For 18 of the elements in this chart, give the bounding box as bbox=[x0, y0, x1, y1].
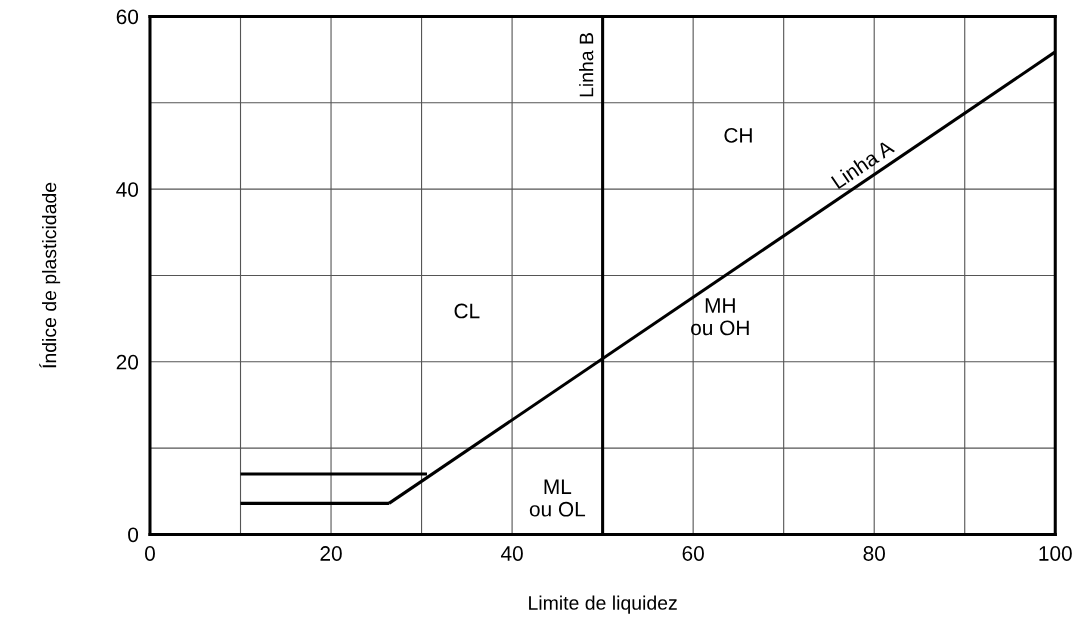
annotation: ML ou OL bbox=[529, 479, 586, 517]
x-tick-label: 0 bbox=[145, 546, 155, 561]
annotation: CH bbox=[724, 128, 752, 143]
y-axis-title: Índice de plasticidade bbox=[39, 182, 61, 368]
y-tick-label: 20 bbox=[116, 354, 139, 370]
x-tick-label: 100 bbox=[1039, 546, 1072, 561]
annotation: MH ou OH bbox=[691, 298, 749, 336]
x-tick-label: 60 bbox=[682, 546, 704, 561]
ref-line-label: Linha B bbox=[579, 33, 594, 97]
y-tick-label: 0 bbox=[128, 527, 139, 543]
y-tick-label: 40 bbox=[116, 182, 139, 197]
x-tick-label: 80 bbox=[863, 546, 885, 561]
annotation: CL bbox=[454, 303, 480, 319]
x-tick-label: 40 bbox=[500, 546, 523, 561]
y-tick-label: 60 bbox=[116, 9, 139, 25]
text: Linha A bbox=[830, 138, 896, 190]
x-tick-label: 20 bbox=[320, 546, 342, 561]
x-axis-title: Limite de liquidez bbox=[529, 595, 677, 614]
